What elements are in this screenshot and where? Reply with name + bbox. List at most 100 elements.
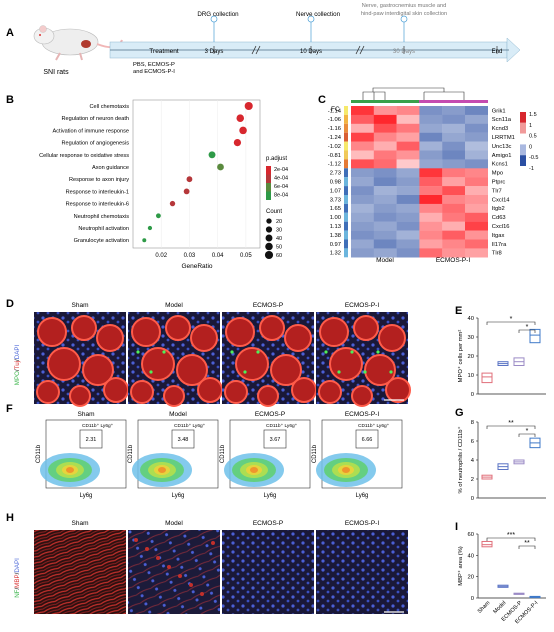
heatmap-cell: [442, 221, 466, 231]
neuron-cell: [163, 385, 185, 407]
dotplot-category: Granulocyte activation: [74, 238, 129, 244]
neuron-cell: [141, 347, 175, 381]
heatmap-cell: [351, 203, 374, 213]
flow-density: [342, 467, 350, 473]
neuron-cell: [190, 324, 218, 352]
neuron-cell: [257, 385, 279, 407]
neuron-cell: [69, 385, 91, 407]
heatmap-cell: [419, 132, 443, 142]
heatmap-cell: [419, 221, 443, 231]
heatmap-cell: [465, 239, 488, 249]
padj-swatch: [266, 174, 271, 183]
y-tick-label: 30: [468, 335, 474, 341]
heatmap-cell: [442, 195, 466, 205]
mbp-fragment: [167, 565, 171, 569]
dotplot-category: Neutrophil activation: [78, 226, 129, 232]
svg-text:MPO/Tuj/DAPI: MPO/Tuj/DAPI: [14, 345, 21, 386]
heatmap-cell: [396, 230, 420, 240]
dotplot-category: Cell chemotaxis: [90, 104, 130, 110]
treatment-detail-1: PBS, ECMOS-P: [133, 62, 175, 68]
dotplot-frame: [132, 99, 261, 249]
dendrogram: [362, 87, 465, 100]
heatmap-cell: [351, 123, 374, 133]
f-group-label: Model: [169, 411, 187, 418]
heatmap-cell: [442, 212, 466, 222]
fc-value: -1.02: [328, 144, 341, 150]
neuron-cell: [36, 380, 60, 404]
dotplot-category: Response to interleukin-1: [66, 189, 129, 195]
dotplot-category: Response to interleukin-6: [66, 202, 129, 208]
neuron-cell: [329, 347, 363, 381]
fc-value: 0.97: [330, 242, 341, 248]
fc-side-bar: [344, 212, 348, 222]
flow-density: [250, 467, 258, 473]
d-group-label: Sham: [72, 302, 89, 309]
heatmap-cell: [351, 177, 374, 187]
colorbar-tick: 0: [529, 144, 532, 150]
heatmap-cell: [419, 159, 443, 169]
panel-label-b: B: [6, 94, 14, 106]
fc-value: 1.38: [330, 233, 341, 239]
heatmap-cell: [351, 186, 374, 196]
heatmap-cell: [442, 141, 466, 151]
h-group-label: Model: [165, 520, 183, 527]
heatmap-cell: [419, 248, 443, 258]
panel-e: E 0 10 20 30 40 MPO⁺ cells per mm² * *: [455, 305, 546, 398]
y-axis-label: MBP⁺ area (%): [457, 546, 464, 586]
heatmap-cell: [465, 248, 488, 258]
neuron-cell: [197, 377, 223, 403]
dotplot-point: [236, 114, 245, 122]
flow-density: [66, 467, 74, 473]
box: [481, 540, 493, 548]
heatmap-cell: [442, 203, 466, 213]
dotplot-point: [183, 188, 190, 195]
micrograph-nf-mbp: [128, 530, 220, 614]
mpo-positive-cell: [149, 370, 153, 374]
box: [481, 372, 493, 384]
heatmap-cell: [465, 106, 488, 116]
count-legend-dot: [265, 234, 273, 242]
y-tick-label: 8: [471, 420, 474, 426]
dotplot-category: Cellular response to oxidative stress: [39, 153, 129, 159]
timeline-day-10: 10 Days: [300, 49, 322, 55]
timeline-day-3: 3 Days: [205, 49, 224, 55]
heatmap-cell: [373, 177, 397, 187]
heatmap-cell: [396, 221, 420, 231]
timeline-end: End: [492, 49, 503, 55]
padj-tick: 2e-04: [274, 167, 288, 173]
treatment-detail-2: and ECMOS-P-I: [133, 69, 175, 75]
sig-bracket: [486, 537, 536, 541]
neuron-cell: [318, 380, 342, 404]
neuron-cell: [131, 317, 161, 347]
neuron-cell: [291, 377, 317, 403]
panel-a: A SNI rats Treatment 3 Days 10 Days 30 D…: [6, 3, 521, 76]
fc-side-bar: [344, 132, 348, 142]
d-group-label: ECMOS-P: [253, 302, 283, 309]
heatmap-cell: [396, 159, 420, 169]
fc-value: 1.00: [330, 215, 341, 221]
neuron-cell: [176, 354, 208, 386]
padj-tick: 8e-04: [274, 193, 288, 199]
fc-value: -1.06: [328, 117, 341, 123]
mpo-positive-cell: [363, 370, 367, 374]
sig-bracket: [518, 329, 536, 333]
y-tick-label: 4: [471, 458, 475, 464]
h-group-label: Sham: [72, 520, 89, 527]
fc-value: -1.24: [328, 135, 342, 141]
mpo-positive-cell: [324, 350, 328, 354]
heatmap-cell: [396, 177, 420, 187]
heatmap-cell: [396, 132, 420, 142]
dotplot-point: [186, 176, 193, 183]
mpo-positive-cell: [162, 350, 166, 354]
y-tick-label: 0: [471, 596, 474, 602]
panel-label-h: H: [6, 512, 14, 524]
padj-swatch: [266, 191, 271, 200]
panel-f: F Sham CD11b⁺ Ly6g⁺ 2.31 Ly6g CD11b Model CD11…: [6, 403, 403, 499]
h-ylabel: NF/MBP/DAPI: [14, 558, 21, 598]
panel-label-i: I: [455, 521, 458, 533]
neuron-cell: [319, 317, 349, 347]
panel-label-g: G: [455, 407, 464, 419]
heatmap-cell: [351, 114, 374, 124]
dotplot-xtick: 0.04: [212, 253, 224, 259]
